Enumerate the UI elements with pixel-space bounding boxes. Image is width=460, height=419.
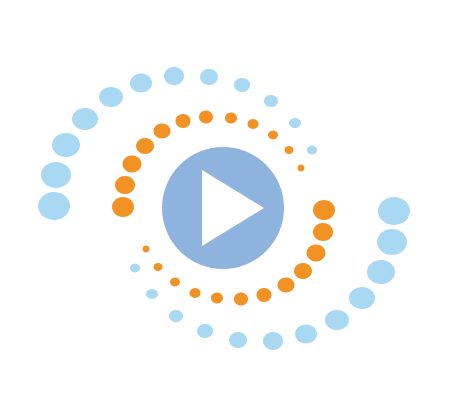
inner-dot <box>268 130 278 140</box>
outer-dot <box>72 108 98 130</box>
outer-dot <box>41 162 71 188</box>
outer-dot <box>169 310 183 322</box>
inner-dot <box>153 263 163 271</box>
play-button[interactable] <box>162 147 284 269</box>
outer-dot <box>264 95 278 107</box>
outer-dot <box>295 324 317 344</box>
inner-dot <box>136 138 154 154</box>
inner-dot <box>170 277 180 287</box>
inner-dot <box>277 277 295 293</box>
outer-dot <box>229 332 247 348</box>
outer-dot <box>130 263 140 273</box>
play-icon[interactable] <box>202 170 264 246</box>
inner-dot <box>284 146 294 154</box>
outer-dot <box>164 67 184 85</box>
inner-dot <box>112 197 134 217</box>
inner-dot-ring <box>112 110 335 306</box>
inner-dot <box>256 288 272 302</box>
outer-dot <box>197 324 213 338</box>
inner-dot <box>142 245 150 253</box>
outer-dot <box>99 87 123 107</box>
outer-dot <box>367 260 395 284</box>
inner-dot <box>234 292 248 306</box>
inner-dot <box>199 110 213 124</box>
outer-dot <box>378 197 410 225</box>
inner-dot <box>115 176 135 194</box>
inner-dot <box>297 164 305 172</box>
inner-dot <box>306 244 326 262</box>
outer-dot <box>234 78 250 92</box>
outer-dot <box>146 289 158 299</box>
inner-dot <box>313 223 333 241</box>
outer-dot <box>52 133 80 157</box>
inner-dot <box>294 263 312 279</box>
outer-dot <box>325 310 349 330</box>
inner-dot <box>189 288 201 298</box>
outer-dot <box>130 73 152 93</box>
inner-dot <box>247 119 259 129</box>
outer-dot <box>289 118 301 128</box>
outer-dot <box>307 145 317 155</box>
inner-dot <box>122 155 142 173</box>
outer-dot-ring <box>38 67 410 350</box>
inner-dot <box>175 114 191 128</box>
inner-dot <box>153 123 171 139</box>
inner-dot <box>211 292 223 304</box>
inner-dot <box>313 200 335 220</box>
outer-dot <box>263 332 283 350</box>
outer-dot <box>349 287 375 309</box>
outer-dot <box>200 69 218 85</box>
outer-dot <box>38 192 70 220</box>
outer-dot <box>377 229 407 255</box>
inner-dot <box>225 112 237 124</box>
